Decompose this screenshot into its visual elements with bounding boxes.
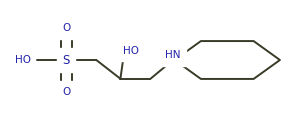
Text: HO: HO (15, 55, 32, 65)
Text: S: S (63, 54, 70, 66)
Text: O: O (62, 23, 70, 33)
Text: O: O (62, 87, 70, 97)
Text: HO: HO (123, 46, 139, 56)
Text: HN: HN (165, 50, 181, 60)
